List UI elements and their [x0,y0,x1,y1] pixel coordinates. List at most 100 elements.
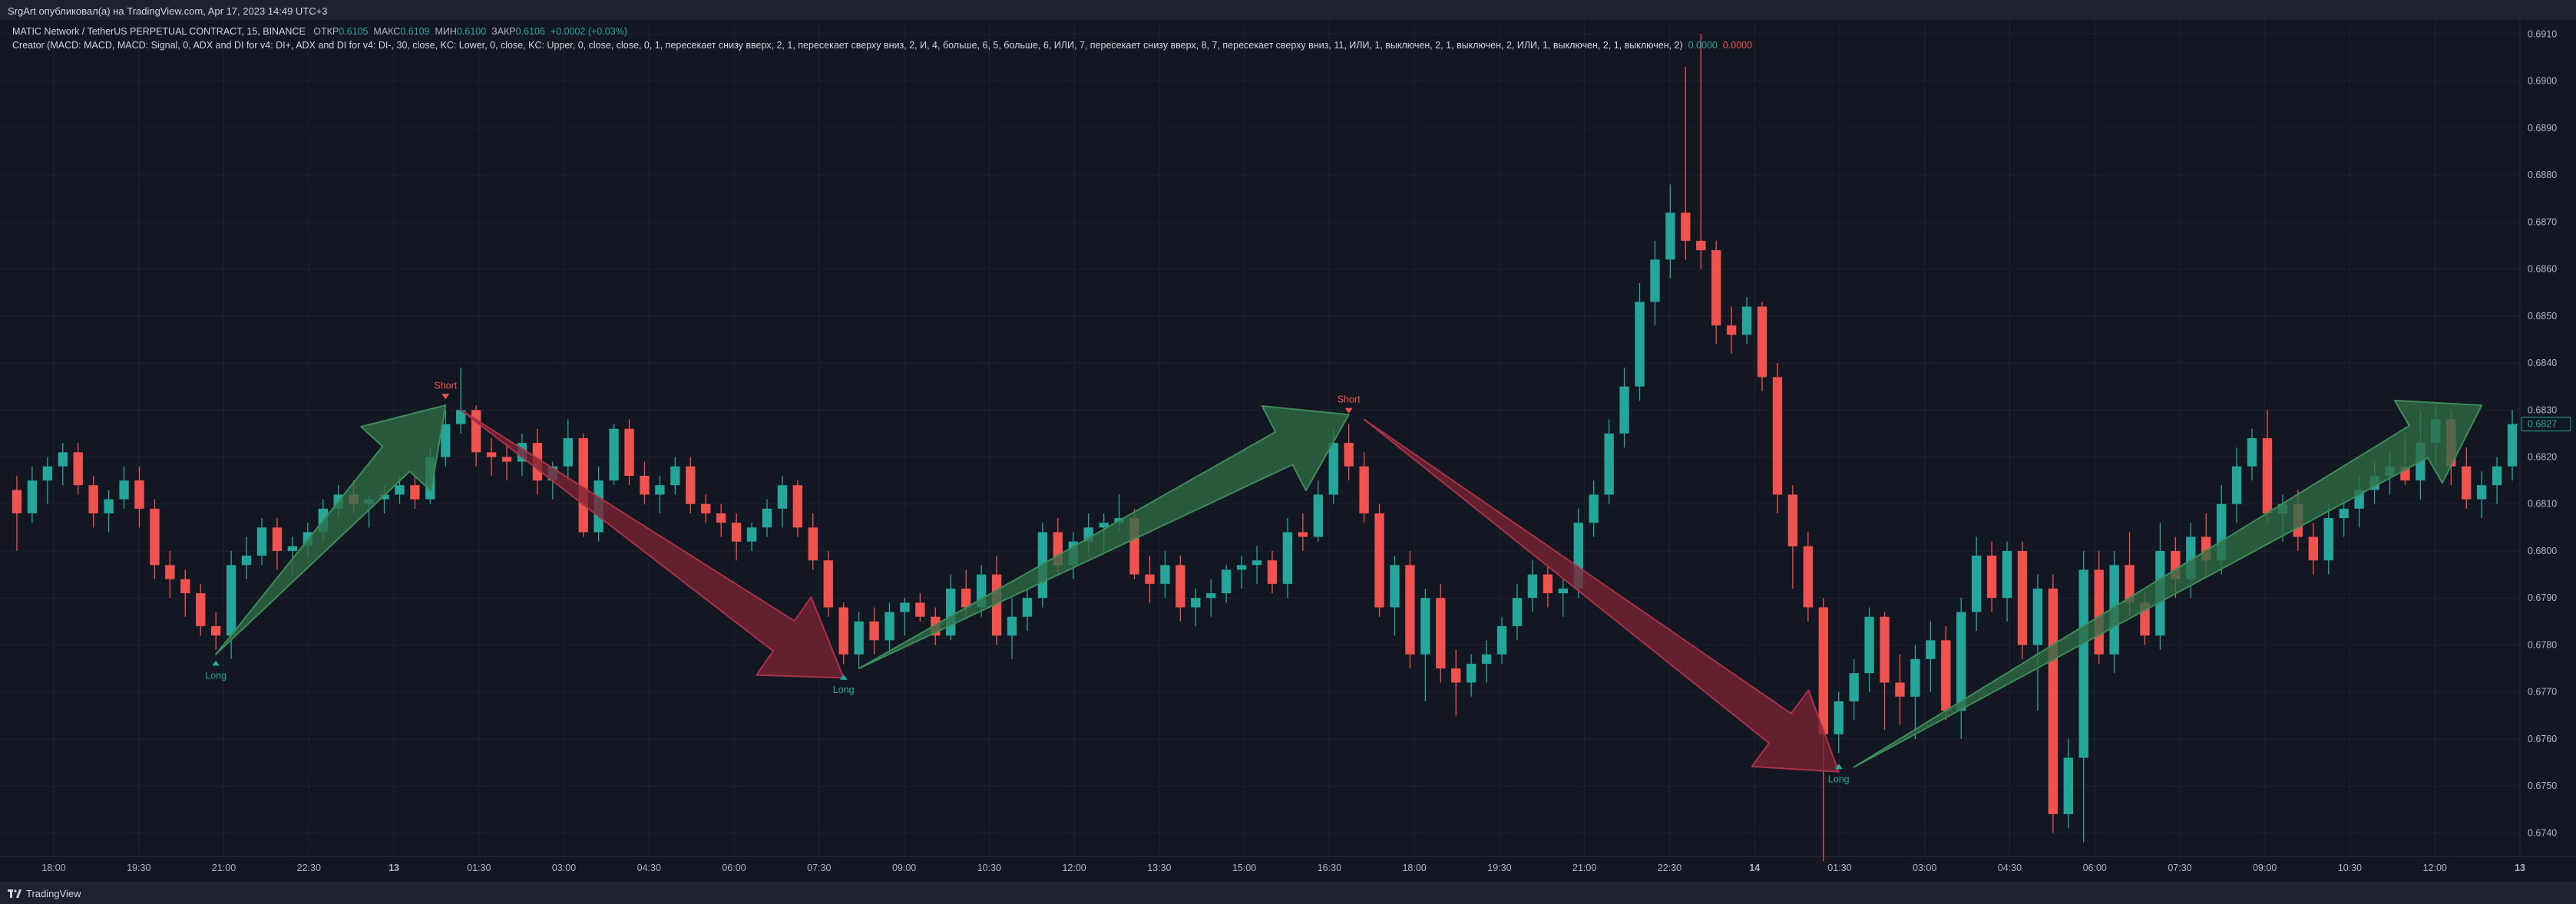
candle-body [2032,588,2043,645]
price-tick-label: 0.6800 [2528,546,2557,556]
candle-body [1864,616,1874,674]
time-tick-label: 04:30 [1998,863,2022,873]
price-tick-label: 0.6860 [2528,264,2557,275]
candle-body [1818,607,1828,734]
candle-body [1145,574,1155,584]
candle-body [1772,377,1783,495]
time-tick-label: 22:30 [297,863,321,873]
price-tick-label: 0.6750 [2528,780,2557,791]
short-marker-icon [441,394,450,400]
candle-body [210,625,221,636]
price-tick-label: 0.6770 [2528,687,2557,698]
candle-body [2308,536,2319,561]
candle-body [196,593,206,626]
candle-body [1787,494,1798,546]
long-label: Long [1828,774,1850,784]
candle-body [2048,588,2058,814]
candle-body [1849,673,1859,701]
candle-body [1711,250,1721,326]
candle-body [12,490,22,513]
price-tick-label: 0.6890 [2528,123,2557,134]
time-tick-label: 22:30 [1658,863,1682,873]
indicator-text: Creator (MACD: MACD, MACD: Signal, 0, AD… [12,40,1683,51]
candle-body [808,527,818,561]
candle-body [88,485,98,513]
time-tick-label: 09:00 [2253,863,2277,873]
candle-body [104,499,114,513]
symbol-legend: MATIC Network / TetherUS PERPETUAL CONTR… [12,26,627,37]
candle-body [1941,640,1951,711]
candle-body [624,428,634,476]
candle-body [1527,574,1538,599]
change-value: +0.0002 (+0.03%) [550,26,627,37]
candle-body [2323,518,2333,561]
time-tick-label: 12:00 [2423,863,2447,873]
candle-body [746,527,757,542]
candle-body [838,607,848,655]
candle-body [2002,550,2012,599]
candle-body [792,485,803,528]
high-label: МАКС [373,26,401,37]
signal-markers: Long Short Long Short Long [205,380,1849,784]
candle-body [2262,438,2273,513]
candle-body [701,503,711,513]
time-tick-label: 21:00 [212,863,236,873]
short-label: Short [1338,394,1361,405]
time-tick-label: 12:00 [1062,863,1086,873]
candle-body [1496,625,1507,655]
candle-body [1022,598,1033,617]
arrow-down-shape [1363,418,1840,773]
candle-body [1971,556,1982,612]
candle-body [900,602,910,612]
candle-body [1741,306,1752,335]
publisher-text: SrgArt опубликовал(а) на TradingView.com… [8,5,328,17]
price-tick-label: 0.6820 [2528,451,2557,462]
chart-area[interactable]: 0.6740 0.6750 0.6760 0.6770 0.6780 0.6790 0.68… [0,20,2576,883]
candle-body [471,410,481,453]
candle-body [731,523,742,542]
candle-body [1160,565,1170,584]
candle-body [486,452,497,457]
candle-body [1726,325,1737,335]
price-tick-label: 0.6810 [2528,499,2557,510]
current-price-tag [2521,417,2571,432]
candle-body [2078,569,2088,758]
time-tick-label: 13 [2515,863,2525,873]
candle-body [655,485,665,495]
arrow-up-shape [215,404,447,655]
low-value: 0.6100 [456,26,487,37]
candle-body [1512,598,1523,626]
short-label: Short [434,380,457,391]
price-tick-label: 0.6790 [2528,592,2557,603]
candle-body [1282,532,1293,584]
candle-body [686,466,696,504]
candle-body [1221,569,1232,594]
candle-body [58,452,68,467]
low-label: МИН [435,26,457,37]
candlestick-chart[interactable]: 0.6740 0.6750 0.6760 0.6770 0.6780 0.6790 0.68… [0,20,2576,883]
tradingview-brand[interactable]: TradingView [8,888,81,899]
time-tick-label: 07:30 [807,863,831,873]
candle-body [1252,560,1262,566]
time-tick-label: 03:00 [1913,863,1936,873]
candle-body [1589,494,1599,523]
long-label: Long [833,685,855,695]
candle-body [180,579,190,594]
candle-body [226,565,236,636]
time-tick-label: 01:30 [1827,863,1851,873]
candle-body [1543,574,1553,594]
candle-body [501,457,512,462]
candle-body [1895,682,1905,697]
candle-body [1481,654,1492,664]
candle-body [854,621,864,655]
candle-body [578,438,588,533]
candle-body [165,565,175,579]
candle-body [287,546,298,551]
candle-body [379,494,389,500]
candle-body [1007,616,1017,636]
candle-body [1650,259,1660,302]
footer-bar: TradingView [0,883,2576,904]
price-tick-label: 0.6760 [2528,734,2557,744]
candle-body [1604,433,1614,495]
candle-body [1420,598,1430,655]
